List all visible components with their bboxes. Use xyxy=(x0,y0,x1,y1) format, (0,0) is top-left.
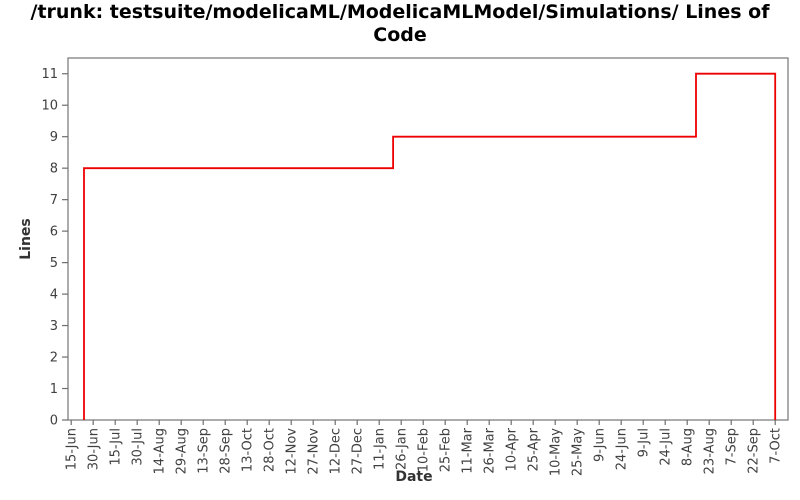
x-tick-label: 7-Oct xyxy=(769,428,784,464)
y-tick-label: 9 xyxy=(50,130,58,145)
x-tick-label: 29-Aug xyxy=(175,428,190,474)
x-tick-label: 25-Apr xyxy=(527,427,542,471)
x-tick-label: 26-Mar xyxy=(483,427,498,473)
chart-title-line2: Code xyxy=(373,24,427,46)
y-tick-label: 2 xyxy=(50,351,58,366)
x-tick-label: 30-Jul xyxy=(131,428,146,466)
y-tick-label: 11 xyxy=(41,67,58,82)
x-tick-label: 25-Feb xyxy=(439,428,454,472)
x-tick-label: 12-Nov xyxy=(285,428,300,475)
y-tick-label: 3 xyxy=(50,319,58,334)
x-tick-label: 7-Sep xyxy=(725,428,740,465)
x-tick-label: 22-Sep xyxy=(747,428,762,474)
x-tick-label: 11-Mar xyxy=(461,427,476,473)
x-tick-label: 9-Jun xyxy=(593,428,608,462)
x-tick-label: 28-Sep xyxy=(219,428,234,474)
x-tick-label: 14-Aug xyxy=(153,428,168,474)
x-tick-label: 28-Oct xyxy=(263,428,278,472)
x-tick-label: 9-Jul xyxy=(637,428,652,457)
series-line xyxy=(83,72,777,420)
y-tick-label: 5 xyxy=(50,256,58,271)
x-tick-label: 26-Jan xyxy=(395,428,410,470)
x-tick-label: 12-Dec xyxy=(329,428,344,474)
y-tick-label: 1 xyxy=(50,382,58,397)
x-tick-label: 24-Jun xyxy=(615,428,630,470)
x-tick-label: 15-Jun xyxy=(65,428,80,470)
x-tick-label: 30-Jun xyxy=(87,428,102,470)
x-axis-title: Date xyxy=(395,469,433,485)
x-tick-label: 13-Oct xyxy=(241,428,256,472)
x-tick-label: 15-Jul xyxy=(109,428,124,466)
x-tick-label: 27-Dec xyxy=(351,428,366,474)
x-tick-label: 27-Nov xyxy=(307,428,322,475)
x-tick-label: 10-Apr xyxy=(505,427,520,471)
plot-frame xyxy=(67,57,789,421)
chart-title: /trunk: testsuite/modelicaML/ModelicaMLM… xyxy=(0,1,800,47)
y-tick-label: 7 xyxy=(50,193,58,208)
x-tick-label: 13-Sep xyxy=(197,428,212,474)
y-tick-label: 4 xyxy=(50,288,58,303)
x-tick-label: 10-Feb xyxy=(417,428,432,472)
chart-title-line1: /trunk: testsuite/modelicaML/ModelicaMLM… xyxy=(30,1,770,23)
x-tick-label: 10-May xyxy=(549,428,564,476)
y-tick-label: 8 xyxy=(50,162,58,177)
x-tick-label: 11-Jan xyxy=(373,428,388,470)
y-tick-label: 10 xyxy=(41,99,58,114)
y-tick-label: 0 xyxy=(50,414,58,429)
y-tick-label: 6 xyxy=(50,225,58,240)
x-tick-label: 25-May xyxy=(571,428,586,476)
x-tick-label: 24-Jul xyxy=(659,428,674,466)
x-tick-label: 8-Aug xyxy=(681,428,696,466)
x-tick-label: 23-Aug xyxy=(703,428,718,474)
